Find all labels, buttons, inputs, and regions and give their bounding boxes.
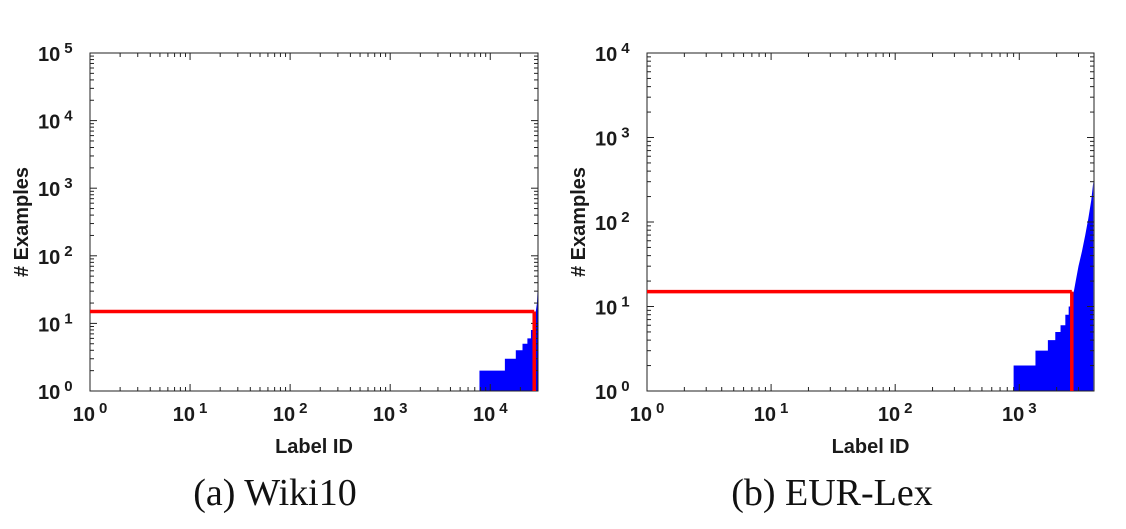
x-tick-label: 10 2 [878, 400, 913, 426]
x-tick-label: 10 3 [373, 400, 408, 426]
y-tick-label: 10 0 [595, 378, 630, 404]
y-tick-label: 10 3 [38, 175, 73, 201]
y-tick-label: 10 0 [38, 378, 73, 404]
plot-area [90, 53, 538, 391]
y-tick-label: 10 4 [595, 40, 630, 66]
panel-caption: (b) EUR-Lex [731, 472, 933, 514]
series-area-1 [479, 276, 538, 391]
y-tick-label: 10 1 [38, 310, 73, 336]
y-tick-label: 10 4 [38, 108, 73, 134]
panel-caption: (a) Wiki10 [193, 472, 356, 514]
y-tick-label: 10 1 [595, 294, 630, 320]
x-tick-label: 10 3 [1002, 400, 1037, 426]
axis-ticks [89, 52, 539, 392]
x-tick-label: 10 0 [630, 400, 665, 426]
x-tick-label: 10 4 [473, 400, 508, 426]
x-tick-label: 10 1 [754, 400, 789, 426]
y-tick-label: 10 5 [38, 40, 73, 66]
plot-frame [646, 52, 1095, 392]
chart-panel-1: 10 0 10 1 10 2 10 3 10 4 10 0 10 1 10 2 10 3 10 4 10 5 Label I… [11, 40, 539, 514]
y-tick-label: 10 2 [595, 209, 630, 235]
x-tick-label: 10 2 [273, 400, 308, 426]
plot-frame [89, 52, 539, 392]
y-axis-label: # Examples [11, 167, 33, 277]
x-tick-label: 10 0 [73, 400, 108, 426]
plot-area [647, 53, 1094, 391]
y-axis-label: # Examples [568, 167, 590, 277]
y-tick-label: 10 3 [595, 125, 630, 151]
y-tick-label: 10 2 [38, 243, 73, 269]
chart-panel-2: 10 0 10 1 10 2 10 3 10 0 10 1 10 2 10 3 10 4 Label ID # Exa… [568, 40, 1095, 514]
x-axis-label: Label ID [832, 436, 910, 458]
x-tick-label: 10 1 [173, 400, 208, 426]
x-axis-label: Label ID [275, 436, 353, 458]
axis-ticks [646, 52, 1095, 392]
